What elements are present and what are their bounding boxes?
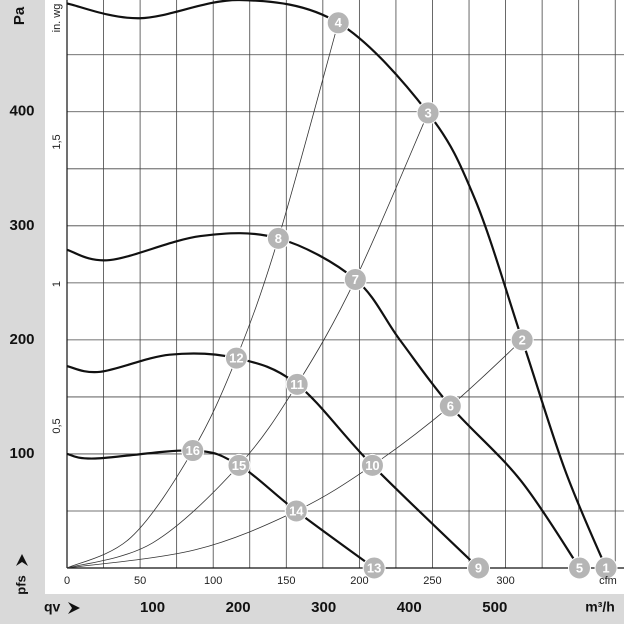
y-symbol: pfs <box>13 575 28 595</box>
point-label: 15 <box>232 458 246 473</box>
x-arrow <box>68 602 80 614</box>
y2-axis-label: in. wg <box>51 4 63 33</box>
operating-point <box>510 328 534 352</box>
x-symbol: qv <box>44 599 61 615</box>
y2-tick-label: 0,5 <box>51 418 63 433</box>
operating-point <box>227 453 251 477</box>
operating-point <box>224 346 248 370</box>
operating-point <box>285 372 309 396</box>
left-band <box>0 0 45 624</box>
point-label: 16 <box>186 443 200 458</box>
point-label: 5 <box>576 560 583 575</box>
operating-point <box>594 556 618 580</box>
point-label: 14 <box>289 503 304 518</box>
y2-tick-label: 1 <box>51 281 63 287</box>
fan-curve <box>66 352 480 569</box>
x2-tick-label: 250 <box>423 575 441 587</box>
operating-point <box>416 101 440 125</box>
x2-axis-label: cfm <box>599 575 617 587</box>
point-label: 12 <box>229 351 243 366</box>
y2-tick-label: 1,5 <box>51 134 63 149</box>
x-tick-label: 500 <box>482 599 507 616</box>
point-label: 9 <box>475 560 482 575</box>
point-label: 13 <box>367 560 381 575</box>
operating-point <box>266 226 290 250</box>
y-arrow <box>16 554 28 566</box>
point-label: 6 <box>447 398 454 413</box>
point-label: 8 <box>275 231 282 246</box>
x-tick-label: 400 <box>397 599 422 616</box>
operating-point <box>467 556 491 580</box>
system-curve <box>66 22 339 569</box>
fan-curve <box>66 449 375 569</box>
y-tick-label: 100 <box>9 445 34 462</box>
point-label: 3 <box>424 105 431 120</box>
x-tick-label: 100 <box>140 599 165 616</box>
x-tick-label: 200 <box>226 599 251 616</box>
x2-tick-label: 50 <box>134 575 146 587</box>
operating-point <box>181 439 205 463</box>
x-axis-label: m³/h <box>585 599 615 615</box>
operating-point <box>360 453 384 477</box>
x2-tick-label: 150 <box>277 575 295 587</box>
y-tick-label: 400 <box>9 103 34 120</box>
system-curve <box>66 112 429 569</box>
x2-tick-label: 200 <box>350 575 368 587</box>
y-axis-label: Pa <box>11 6 28 25</box>
point-label: 10 <box>365 458 379 473</box>
y-tick-label: 300 <box>9 217 34 234</box>
operating-point <box>326 11 350 35</box>
operating-point <box>362 556 386 580</box>
x2-tick-label: 300 <box>496 575 514 587</box>
operating-point <box>284 499 308 523</box>
bottom-band <box>0 594 624 624</box>
point-label: 1 <box>602 560 609 575</box>
point-label: 7 <box>352 272 359 287</box>
x2-tick-label: 100 <box>204 575 222 587</box>
point-label: 4 <box>335 15 343 30</box>
x-tick-label: 300 <box>311 599 336 616</box>
x2-tick-label: 0 <box>64 575 70 587</box>
y-tick-label: 200 <box>9 331 34 348</box>
operating-point <box>438 394 462 418</box>
operating-point <box>568 556 592 580</box>
operating-point <box>343 267 367 291</box>
point-label: 2 <box>519 332 526 347</box>
point-label: 11 <box>290 377 304 392</box>
